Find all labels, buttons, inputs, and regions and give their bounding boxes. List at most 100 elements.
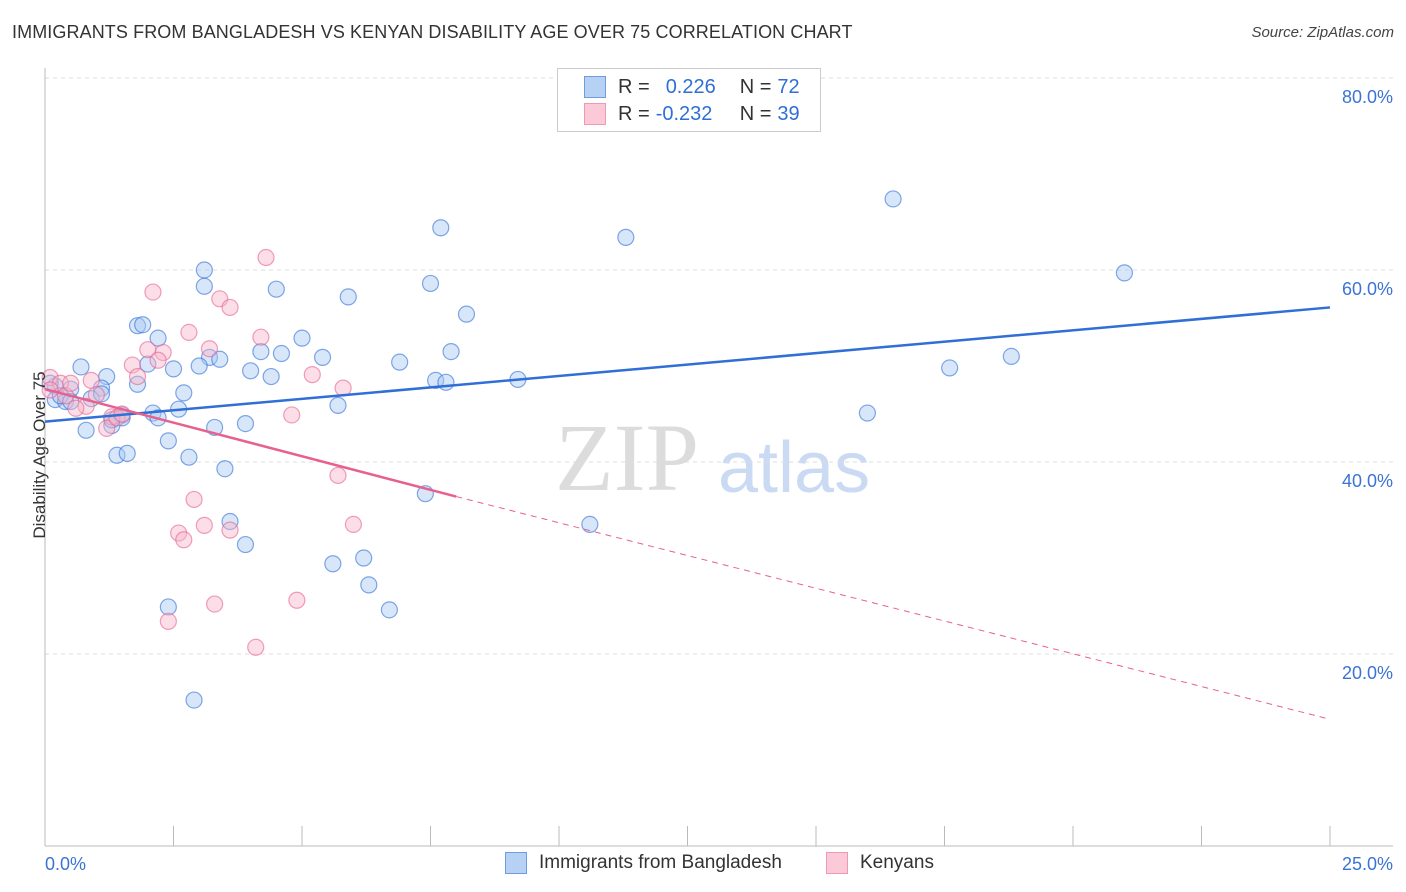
n-label: N = bbox=[739, 102, 772, 125]
bangladesh-point bbox=[108, 446, 126, 464]
y-tick-label: 20.0% bbox=[1342, 663, 1393, 683]
legend-label: Kenyans bbox=[860, 852, 934, 873]
bangladesh-point bbox=[72, 358, 90, 376]
legend-label: Immigrants from Bangladesh bbox=[539, 852, 782, 873]
bangladesh-point bbox=[267, 280, 285, 298]
kenyans-point bbox=[159, 612, 177, 630]
pink-swatch-icon bbox=[584, 103, 606, 125]
bangladesh-point bbox=[185, 691, 203, 709]
kenyans-trend-extrapolation bbox=[456, 496, 1331, 720]
blue-swatch-icon bbox=[584, 76, 606, 98]
kenyans-point bbox=[195, 516, 213, 534]
kenyans-trend-line bbox=[44, 387, 457, 498]
r-value: -0.232 bbox=[655, 102, 713, 125]
legend-item-bangladesh: Immigrants from Bangladesh bbox=[505, 852, 782, 874]
source-label: Source: ZipAtlas.com bbox=[1251, 24, 1394, 41]
kenyans-point bbox=[200, 340, 219, 358]
legend-row-kenyans: R = -0.232 N = 39 bbox=[584, 101, 800, 127]
bangladesh-point bbox=[941, 359, 959, 377]
bangladesh-point bbox=[293, 329, 311, 347]
kenyans-point bbox=[67, 399, 85, 417]
legend-item-kenyans: Kenyans bbox=[826, 852, 934, 874]
bangladesh-point bbox=[262, 367, 280, 386]
bangladesh-point bbox=[437, 373, 455, 391]
bangladesh-point bbox=[134, 316, 152, 334]
bangladesh-point bbox=[221, 512, 239, 531]
kenyans-point bbox=[62, 374, 80, 392]
n-label: N = bbox=[739, 75, 772, 98]
watermark-zip: ZIP bbox=[555, 404, 699, 511]
x-tick-label: 25.0% bbox=[1342, 854, 1393, 874]
bangladesh-point bbox=[617, 228, 635, 246]
r-label: R = bbox=[618, 75, 650, 98]
n-value: 72 bbox=[777, 75, 800, 98]
bangladesh-point bbox=[211, 350, 229, 368]
bangladesh-point bbox=[339, 288, 357, 306]
kenyans-point bbox=[149, 351, 167, 369]
blue-swatch-icon bbox=[505, 852, 527, 874]
bangladesh-point bbox=[329, 396, 347, 414]
bangladesh-point bbox=[442, 343, 460, 361]
bangladesh-point bbox=[118, 444, 136, 462]
y-axis-label: Disability Age Over 75 bbox=[30, 371, 49, 539]
bangladesh-point bbox=[1115, 264, 1134, 282]
bangladesh-point bbox=[360, 576, 378, 594]
kenyans-point bbox=[303, 366, 321, 384]
kenyans-point bbox=[98, 419, 116, 437]
kenyans-point bbox=[221, 298, 239, 317]
kenyans-point bbox=[247, 638, 265, 656]
kenyans-point bbox=[41, 368, 59, 387]
bangladesh-point bbox=[195, 261, 213, 279]
r-label: R = bbox=[618, 102, 650, 125]
n-value: 39 bbox=[777, 102, 800, 125]
bangladesh-point bbox=[180, 448, 198, 466]
bangladesh-point bbox=[159, 432, 177, 450]
bangladesh-point bbox=[457, 305, 476, 323]
legend-row-bangladesh: R = 0.226 N = 72 bbox=[584, 74, 800, 100]
bangladesh-point bbox=[92, 385, 111, 403]
kenyans-point bbox=[185, 490, 203, 509]
bangladesh-point bbox=[195, 277, 213, 295]
kenyans-point bbox=[175, 531, 193, 549]
y-tick-label: 60.0% bbox=[1342, 279, 1393, 299]
bangladesh-point bbox=[581, 515, 599, 534]
kenyans-point bbox=[221, 521, 239, 539]
bangladesh-point bbox=[432, 219, 450, 237]
bangladesh-point bbox=[858, 404, 877, 422]
bangladesh-point bbox=[1002, 347, 1020, 365]
kenyans-point bbox=[344, 515, 362, 534]
r-value: 0.226 bbox=[665, 75, 716, 98]
kenyans-point bbox=[329, 466, 347, 485]
kenyans-point bbox=[252, 328, 270, 346]
bangladesh-point bbox=[272, 344, 291, 363]
kenyans-point bbox=[283, 406, 301, 424]
kenyans-point bbox=[144, 283, 162, 301]
y-tick-label: 40.0% bbox=[1342, 471, 1393, 491]
kenyans-point bbox=[128, 367, 147, 386]
bangladesh-point bbox=[427, 371, 445, 389]
pink-swatch-icon bbox=[826, 852, 848, 874]
kenyans-point bbox=[288, 591, 306, 609]
bangladesh-point bbox=[236, 535, 255, 554]
bangladesh-point bbox=[324, 555, 342, 573]
bangladesh-point bbox=[421, 274, 440, 293]
bangladesh-point bbox=[355, 549, 373, 567]
y-tick-label: 80.0% bbox=[1342, 87, 1393, 107]
bangladesh-point bbox=[159, 598, 177, 616]
bangladesh-point bbox=[77, 421, 95, 439]
bangladesh-point bbox=[884, 190, 902, 208]
kenyans-point bbox=[257, 248, 275, 267]
bangladesh-point bbox=[380, 601, 398, 619]
bangladesh-point bbox=[242, 362, 260, 380]
bangladesh-point bbox=[236, 415, 255, 433]
kenyans-point bbox=[180, 323, 198, 341]
bangladesh-point bbox=[128, 317, 147, 335]
kenyans-point bbox=[77, 397, 95, 415]
bangladesh-point bbox=[391, 353, 409, 371]
bangladesh-point bbox=[164, 360, 183, 378]
x-tick-label: 0.0% bbox=[45, 854, 86, 874]
kenyans-point bbox=[82, 371, 100, 389]
watermark-atlas: atlas bbox=[718, 428, 870, 508]
kenyans-point bbox=[206, 595, 224, 613]
